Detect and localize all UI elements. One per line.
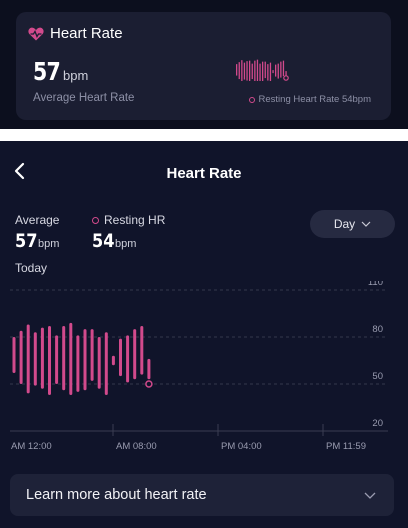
average-number: 57 xyxy=(33,57,61,86)
heart-rate-bar xyxy=(90,329,94,381)
heart-rate-bar xyxy=(26,324,30,394)
mini-heart-rate-bar xyxy=(277,63,279,79)
chevron-down-icon xyxy=(364,492,376,499)
mini-heart-rate-bar xyxy=(236,64,238,76)
mini-heart-rate-bar xyxy=(241,60,243,81)
heart-rate-bar xyxy=(97,337,101,389)
y-tick-label: 110 xyxy=(368,281,383,288)
range-selector-label: Day xyxy=(333,217,356,231)
mini-heart-rate-bar xyxy=(275,64,277,77)
mini-heart-rate-bar xyxy=(243,62,246,80)
resting-heart-rate-note: Resting Heart Rate 54bpm xyxy=(248,94,371,105)
mini-heart-rate-bar xyxy=(262,61,264,81)
heart-rate-bar xyxy=(48,326,51,395)
heart-rate-bar xyxy=(119,338,122,377)
x-tick-label: PM 04:00 xyxy=(221,441,262,452)
chevron-down-icon xyxy=(361,221,371,227)
heart-rate-bar xyxy=(33,332,37,386)
mini-heart-rate-bar xyxy=(238,62,240,80)
resting-marker-icon xyxy=(248,96,255,103)
mini-heart-rate-chart xyxy=(236,59,289,81)
nav-bar: Heart Rate xyxy=(0,141,408,191)
back-arrow-icon[interactable] xyxy=(10,161,30,181)
card-title: Heart Rate xyxy=(50,25,123,42)
mini-heart-rate-bar xyxy=(251,63,253,80)
resting-heart-rate-text: Resting Heart Rate 54bpm xyxy=(258,94,371,105)
mini-heart-rate-bar xyxy=(254,60,256,81)
resting-marker-icon xyxy=(92,216,99,224)
mini-heart-rate-bar xyxy=(282,60,285,77)
learn-more-row[interactable]: Learn more about heart rate xyxy=(10,474,394,516)
heart-rate-chart: 110 80 50 20 AM 12:00 AM 08:00 PM 04:00 PM 11:5… xyxy=(10,281,388,452)
card-header: Heart Rate xyxy=(28,25,123,42)
heart-rate-bar xyxy=(76,335,80,392)
average-heart-rate-label: Average Heart Rate xyxy=(33,92,135,104)
learn-more-label: Learn more about heart rate xyxy=(26,487,207,503)
heart-rate-bar xyxy=(62,326,66,391)
mini-heart-rate-bar xyxy=(246,61,248,81)
mini-heart-rate-bar xyxy=(269,62,272,81)
average-value: 57 bpm xyxy=(15,230,59,252)
resting-number: 54 xyxy=(92,230,115,252)
x-tick-label: PM 11:59 xyxy=(326,441,366,452)
resting-hr-legend: Resting HR xyxy=(92,213,165,227)
average-heart-rate-value: 57 bpm xyxy=(33,57,88,86)
heart-rate-bar xyxy=(83,329,87,391)
heart-icon xyxy=(28,27,44,40)
heart-rate-bar xyxy=(69,322,73,395)
mini-heart-rate-bar xyxy=(264,61,266,79)
heart-rate-bar xyxy=(140,326,144,375)
mini-resting-marker xyxy=(283,75,289,81)
average-number: 57 xyxy=(15,230,38,252)
heart-rate-bar xyxy=(12,337,16,374)
y-tick-label: 80 xyxy=(372,324,383,335)
mini-heart-rate-bar xyxy=(285,71,287,78)
x-tick-label: AM 08:00 xyxy=(116,441,157,452)
page-title: Heart Rate xyxy=(166,165,242,182)
heart-rate-summary-card[interactable]: Heart Rate 57 bpm Average Heart Rate Res… xyxy=(16,12,391,120)
range-selector-dropdown[interactable]: Day xyxy=(310,210,395,238)
resting-value: 54 bpm xyxy=(92,230,136,252)
y-tick-label: 50 xyxy=(372,371,383,382)
average-label: Average xyxy=(15,213,60,227)
heart-rate-bar xyxy=(55,335,59,384)
heart-rate-bar xyxy=(19,330,23,384)
resting-unit: bpm xyxy=(115,238,137,250)
x-tick-label: AM 12:00 xyxy=(11,441,52,452)
heart-rate-detail-screen: Heart Rate Average 57 bpm Today Resting … xyxy=(0,141,408,528)
average-unit: bpm xyxy=(38,238,60,250)
period-label: Today xyxy=(15,261,48,275)
resting-hr-marker xyxy=(145,380,153,388)
heart-rate-bar xyxy=(111,355,115,366)
average-unit: bpm xyxy=(63,68,89,83)
y-tick-label: 20 xyxy=(372,418,383,429)
mini-heart-rate-bar xyxy=(259,63,261,81)
section-divider xyxy=(0,129,408,141)
mini-heart-rate-bar xyxy=(272,70,274,74)
mini-heart-rate-bar xyxy=(280,61,282,78)
heart-rate-bar xyxy=(133,329,137,380)
heart-rate-bar xyxy=(147,358,151,380)
heart-rate-bar xyxy=(40,327,44,389)
mini-heart-rate-bar xyxy=(256,59,259,81)
heart-rate-bar xyxy=(126,335,130,383)
summary-area: Heart Rate 57 bpm Average Heart Rate Res… xyxy=(0,0,408,129)
heart-rate-bar xyxy=(104,332,108,395)
resting-label: Resting HR xyxy=(104,213,166,227)
mini-heart-rate-bar xyxy=(267,64,269,81)
mini-heart-rate-bar xyxy=(249,60,251,81)
